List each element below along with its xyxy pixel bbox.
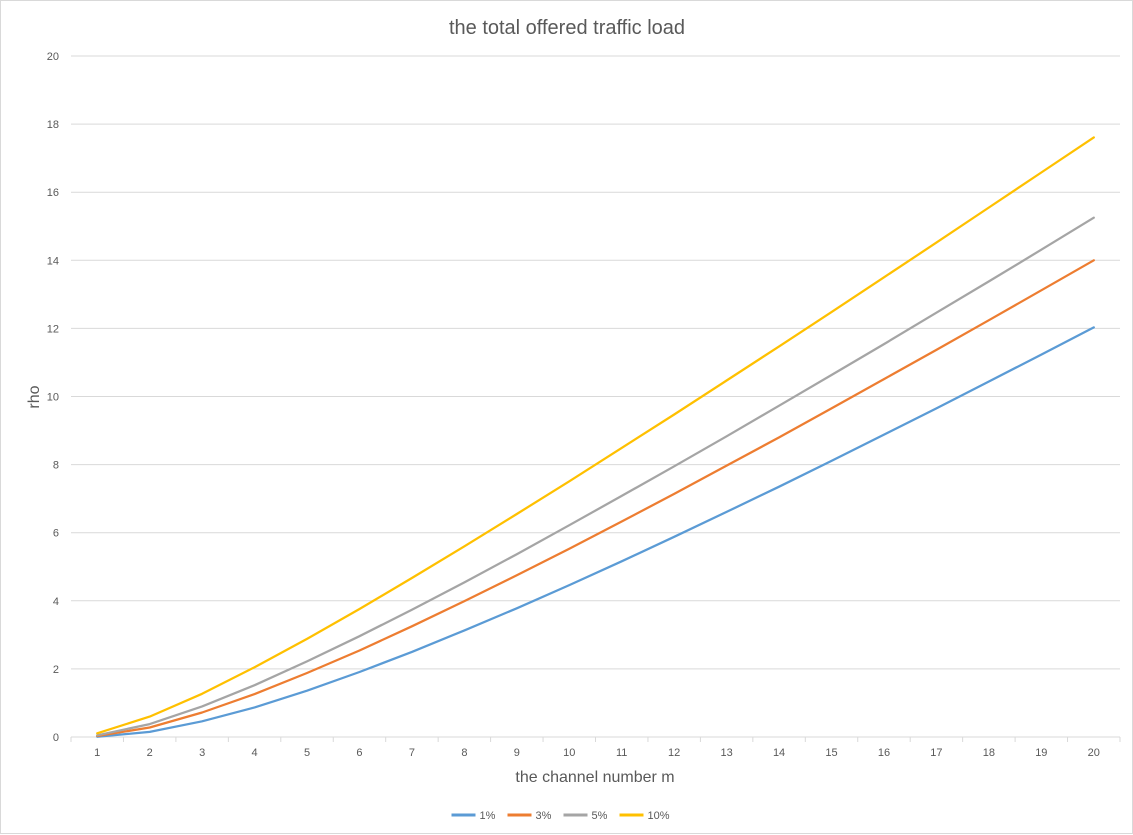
legend-label: 1%: [480, 810, 496, 822]
series-line-5pct: [96, 216, 1095, 737]
plot-series: [96, 136, 1095, 738]
x-tick-label: 11: [616, 747, 627, 759]
y-axis-tick-labels: 0 2 4 6 8 10 12 14 16 18 20: [47, 51, 59, 744]
series-line-10pct: [96, 136, 1095, 735]
x-tick-label: 1: [94, 747, 100, 759]
series-line-3pct: [96, 259, 1095, 738]
x-tick-label: 6: [356, 747, 362, 759]
x-tick-label: 4: [252, 747, 258, 759]
x-tick-label: 8: [461, 747, 467, 759]
legend: 1% 3% 5% 10%: [451, 810, 670, 822]
y-tick-label: 12: [47, 323, 59, 335]
y-tick-label: 10: [47, 392, 59, 404]
y-tick-label: 18: [47, 119, 59, 131]
y-tick-label: 8: [53, 460, 59, 472]
legend-label: 5%: [592, 810, 608, 822]
legend-label: 3%: [536, 810, 552, 822]
x-tick-label: 2: [147, 747, 153, 759]
x-tick-label: 13: [721, 747, 733, 759]
x-tick-label: 9: [514, 747, 520, 759]
x-tick-label: 20: [1088, 747, 1100, 759]
x-tick-label: 5: [304, 747, 310, 759]
series-line-1pct: [96, 326, 1095, 738]
y-tick-label: 0: [53, 732, 59, 744]
x-tick-label: 18: [983, 747, 995, 759]
chart-title: the total offered traffic load: [449, 17, 685, 39]
x-tick-label: 16: [878, 747, 890, 759]
y-tick-label: 14: [47, 255, 59, 267]
y-axis-title: rho: [26, 385, 43, 408]
y-tick-label: 6: [53, 528, 59, 540]
y-tick-label: 16: [47, 187, 59, 199]
x-tick-label: 17: [930, 747, 942, 759]
x-tick-label: 3: [199, 747, 205, 759]
y-tick-label: 4: [53, 596, 59, 608]
x-tick-label: 10: [563, 747, 575, 759]
legend-label: 10%: [648, 810, 670, 822]
y-tick-label: 20: [47, 51, 59, 63]
x-tick-label: 7: [409, 747, 415, 759]
x-tick-label: 14: [773, 747, 785, 759]
x-tick-label: 12: [668, 747, 680, 759]
y-tick-label: 2: [53, 664, 59, 676]
x-axis-tick-labels: 1 2 3 4 5 6 7 8 9 10 11 12 13 14 15 16 17 18 19 20: [70, 737, 1121, 759]
x-tick-label: 15: [825, 747, 837, 759]
x-tick-label: 19: [1035, 747, 1047, 759]
x-axis-title: the channel number m: [515, 769, 674, 786]
gridlines: [71, 55, 1120, 738]
